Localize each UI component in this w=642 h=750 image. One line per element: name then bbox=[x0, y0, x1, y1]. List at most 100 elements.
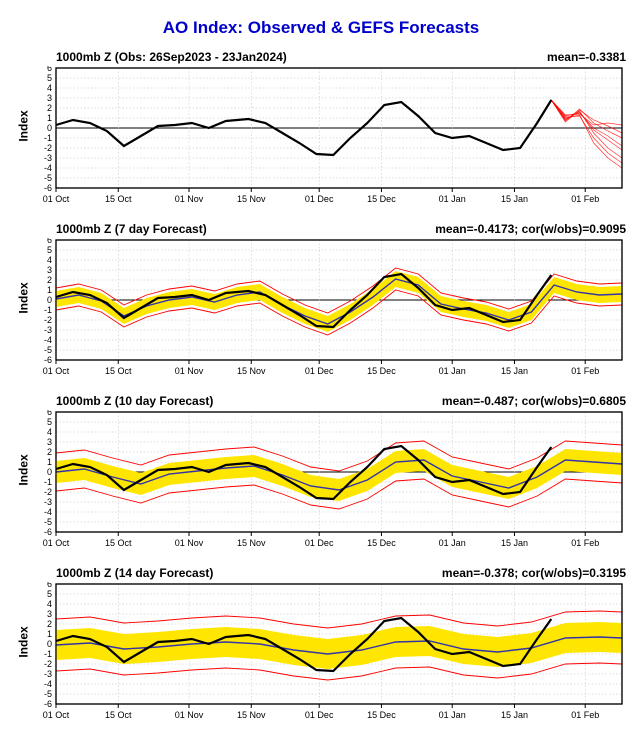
chart-panel: 1000mb Z (10 day Forecast) mean=-0.487; c… bbox=[10, 394, 632, 552]
y-tick-label: 6 bbox=[47, 238, 52, 245]
x-tick-label: 15 Jan bbox=[501, 538, 528, 548]
x-tick-label: 15 Dec bbox=[367, 710, 396, 720]
panel-title-right: mean=-0.378; cor(w/obs)=0.3195 bbox=[442, 566, 626, 580]
x-tick-label: 15 Dec bbox=[367, 538, 396, 548]
y-tick-label: -1 bbox=[44, 305, 52, 315]
y-tick-label: -4 bbox=[44, 163, 52, 173]
y-tick-label: -2 bbox=[44, 487, 52, 497]
chart-panel: 1000mb Z (7 day Forecast)mean=-0.4173; c… bbox=[10, 222, 632, 380]
x-tick-label: 15 Jan bbox=[501, 710, 528, 720]
x-tick-label: 01 Nov bbox=[175, 194, 204, 204]
y-tick-label: 5 bbox=[47, 589, 52, 599]
x-tick-label: 01 Dec bbox=[305, 538, 334, 548]
y-tick-label: 1 bbox=[47, 629, 52, 639]
y-tick-label: 6 bbox=[47, 582, 52, 589]
y-tick-label: 3 bbox=[47, 265, 52, 275]
y-tick-label: -3 bbox=[44, 325, 52, 335]
y-axis-label: Index bbox=[17, 110, 31, 141]
x-tick-label: 01 Feb bbox=[571, 366, 599, 376]
x-tick-label: 15 Jan bbox=[501, 366, 528, 376]
x-tick-label: 15 Dec bbox=[367, 194, 396, 204]
x-tick-label: 01 Feb bbox=[571, 710, 599, 720]
y-tick-label: 3 bbox=[47, 93, 52, 103]
x-tick-label: 01 Jan bbox=[439, 538, 466, 548]
y-tick-label: -1 bbox=[44, 649, 52, 659]
y-tick-label: -4 bbox=[44, 507, 52, 517]
x-tick-label: 01 Oct bbox=[43, 366, 70, 376]
ensemble-member-line bbox=[551, 100, 622, 138]
y-tick-label: 3 bbox=[47, 437, 52, 447]
y-tick-label: -2 bbox=[44, 143, 52, 153]
x-tick-label: 01 Jan bbox=[439, 710, 466, 720]
y-axis-label: Index bbox=[17, 282, 31, 313]
y-tick-label: -5 bbox=[44, 517, 52, 527]
y-tick-label: -2 bbox=[44, 315, 52, 325]
y-tick-label: -5 bbox=[44, 173, 52, 183]
y-tick-label: -6 bbox=[44, 527, 52, 537]
chart-svg: -6-5-4-3-2-10123456 01 Oct 15 Oct 01 Nov 15 … bbox=[10, 410, 630, 552]
y-tick-label: -1 bbox=[44, 133, 52, 143]
y-tick-label: -6 bbox=[44, 355, 52, 365]
panel-title-right: mean=-0.487; cor(w/obs)=0.6805 bbox=[442, 394, 626, 408]
x-tick-label: 01 Dec bbox=[305, 194, 334, 204]
chart-panel: 1000mb Z (Obs: 26Sep2023 - 23Jan2024) mea… bbox=[10, 50, 632, 208]
panel-title-left: 1000mb Z (14 day Forecast) bbox=[56, 566, 213, 580]
x-tick-label: 01 Nov bbox=[175, 710, 204, 720]
ensemble-member-line bbox=[551, 100, 622, 163]
x-tick-label: 15 Nov bbox=[237, 710, 266, 720]
x-tick-label: 15 Jan bbox=[501, 194, 528, 204]
x-tick-label: 01 Dec bbox=[305, 710, 334, 720]
y-tick-label: 4 bbox=[47, 599, 52, 609]
chart-svg: -6-5-4-3-2-1012345601 Oct15 Oct01 Nov15 … bbox=[10, 238, 630, 380]
x-tick-label: 01 Feb bbox=[571, 538, 599, 548]
y-tick-label: 0 bbox=[47, 123, 52, 133]
y-tick-label: -6 bbox=[44, 183, 52, 193]
chart-svg: -6-5-4-3-2-1012345601 Oct15 Oct01 Nov15 … bbox=[10, 66, 630, 208]
y-tick-label: 4 bbox=[47, 83, 52, 93]
y-tick-label: -4 bbox=[44, 679, 52, 689]
y-tick-label: 4 bbox=[47, 255, 52, 265]
y-tick-label: 6 bbox=[47, 410, 52, 417]
x-tick-label: 15 Oct bbox=[105, 538, 132, 548]
spread-line bbox=[56, 611, 622, 628]
panel-title-right: mean=-0.3381 bbox=[547, 50, 626, 64]
y-tick-label: -3 bbox=[44, 669, 52, 679]
panel-title-left: 1000mb Z (Obs: 26Sep2023 - 23Jan2024) bbox=[56, 50, 287, 64]
y-axis-label: Index bbox=[17, 626, 31, 657]
y-tick-label: 1 bbox=[47, 113, 52, 123]
panels-container: 1000mb Z (Obs: 26Sep2023 - 23Jan2024) mea… bbox=[10, 50, 632, 724]
ensemble-member-line bbox=[551, 100, 622, 150]
y-tick-label: 6 bbox=[47, 66, 52, 73]
panel-title-left: 1000mb Z (10 day Forecast) bbox=[56, 394, 213, 408]
y-tick-label: -3 bbox=[44, 153, 52, 163]
x-tick-label: 01 Feb bbox=[571, 194, 599, 204]
y-tick-label: 5 bbox=[47, 417, 52, 427]
x-tick-label: 01 Nov bbox=[175, 538, 204, 548]
y-tick-label: 4 bbox=[47, 427, 52, 437]
y-tick-label: 5 bbox=[47, 245, 52, 255]
y-tick-label: 5 bbox=[47, 73, 52, 83]
y-tick-label: 0 bbox=[47, 639, 52, 649]
x-tick-label: 15 Nov bbox=[237, 538, 266, 548]
ensemble-member-line bbox=[551, 100, 622, 168]
y-axis-label: Index bbox=[17, 454, 31, 485]
y-tick-label: 2 bbox=[47, 447, 52, 457]
x-tick-label: 15 Oct bbox=[105, 366, 132, 376]
x-tick-label: 01 Oct bbox=[43, 194, 70, 204]
y-tick-label: -2 bbox=[44, 659, 52, 669]
x-tick-label: 01 Jan bbox=[439, 366, 466, 376]
panel-title-right: mean=-0.4173; cor(w/obs)=0.9095 bbox=[435, 222, 626, 236]
y-tick-label: -5 bbox=[44, 689, 52, 699]
y-tick-label: 2 bbox=[47, 103, 52, 113]
chart-svg: -6-5-4-3-2-1012345601 Oct15 Oct01 Nov15 … bbox=[10, 582, 630, 724]
x-tick-label: 01 Oct bbox=[43, 710, 70, 720]
y-tick-label: 0 bbox=[47, 295, 52, 305]
y-tick-label: 2 bbox=[47, 619, 52, 629]
y-tick-label: 0 bbox=[47, 467, 52, 477]
y-tick-label: -1 bbox=[44, 477, 52, 487]
y-tick-label: 1 bbox=[47, 285, 52, 295]
x-tick-label: 01 Oct bbox=[43, 538, 70, 548]
x-tick-label: 15 Oct bbox=[105, 710, 132, 720]
y-tick-label: -3 bbox=[44, 497, 52, 507]
y-tick-label: 1 bbox=[47, 457, 52, 467]
